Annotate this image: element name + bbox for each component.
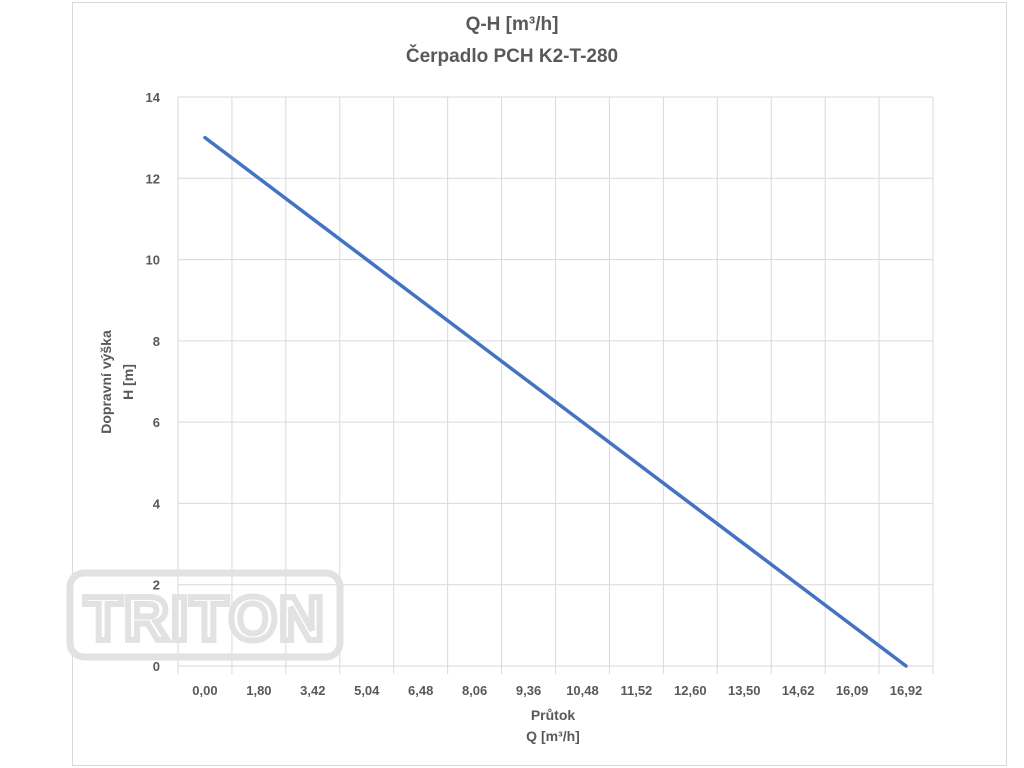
x-tick-label: 1,80 <box>246 683 271 698</box>
x-tick-label: 13,50 <box>728 683 761 698</box>
x-tick-label: 5,04 <box>354 683 380 698</box>
x-tick-label: 3,42 <box>300 683 325 698</box>
x-tick-label: 10,48 <box>566 683 599 698</box>
chart-title: Q-H [m³/h] <box>465 14 559 35</box>
watermark-text: TRITON <box>84 585 326 654</box>
y-tick-label: 2 <box>153 578 160 593</box>
y-tick-label: 4 <box>153 496 161 511</box>
x-tick-label: 9,36 <box>516 683 541 698</box>
y-tick-label: 8 <box>153 334 160 349</box>
series-line <box>203 135 908 668</box>
triton-logo-watermark: TRITON <box>66 569 344 661</box>
y-tick-label: 12 <box>146 171 160 186</box>
x-tick-label: 8,06 <box>462 683 487 698</box>
y-tick-label: 10 <box>146 253 160 268</box>
x-tick-label: 14,62 <box>782 683 815 698</box>
y-axis-ticks: 0 2 4 6 8 10 12 14 <box>146 90 161 674</box>
x-tick-label: 0,00 <box>192 683 217 698</box>
x-tick-label: 6,48 <box>408 683 433 698</box>
y-tick-label: 14 <box>146 90 161 105</box>
chart-subtitle: Čerpadlo PCH K2-T-280 <box>405 46 619 67</box>
grid-lines <box>177 96 934 674</box>
x-tick-label: 16,09 <box>836 683 869 698</box>
x-tick-label: 11,52 <box>620 683 652 698</box>
y-axis-title-line2: H [m] <box>120 364 136 400</box>
x-axis-ticks: 0,00 1,80 3,42 5,04 6,48 8,06 9,36 10,48 11,52 12… <box>192 683 922 698</box>
y-tick-label: 0 <box>153 659 160 674</box>
x-axis-title-line2: Q [m³/h] <box>526 728 580 744</box>
x-tick-label: 12,60 <box>674 683 707 698</box>
x-tick-label: 16,92 <box>890 683 923 698</box>
y-axis-title-line1: Dopravní výška <box>98 330 114 434</box>
y-tick-label: 6 <box>153 415 160 430</box>
x-axis-title-line1: Průtok <box>531 707 576 723</box>
chart-frame <box>72 2 1007 766</box>
